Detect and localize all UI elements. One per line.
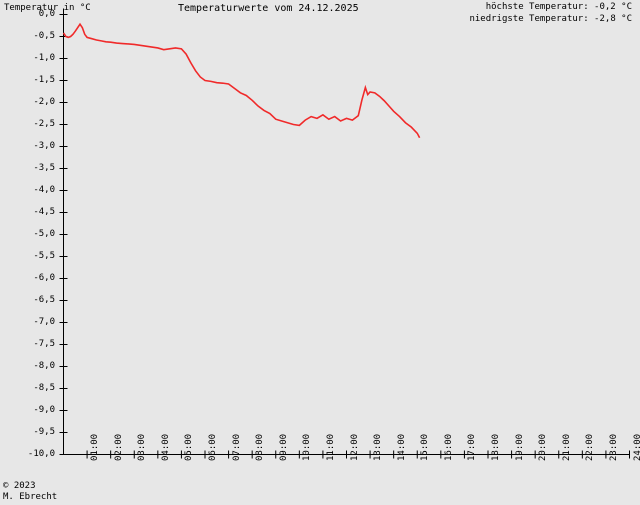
y-tick-label: -9,5 [33,427,55,437]
x-tick-label: 14:00 [396,433,407,461]
y-tick-label: -3,0 [33,141,55,151]
x-tick-label: 17:00 [467,433,478,461]
x-tick-label: 22:00 [585,433,596,461]
y-tick-label: -7,5 [33,339,55,349]
x-tick-label: 20:00 [538,433,549,461]
y-tick-label: -6,0 [33,273,55,283]
x-tick-label: 10:00 [302,433,313,461]
max-temperature-annotation: höchste Temperatur: -0,2 °C [485,2,632,12]
y-tick-label: -0,5 [33,31,55,41]
x-tick-label: 01:00 [90,433,101,461]
y-tick-label: -8,5 [33,383,55,393]
y-tick-label: -4,5 [33,207,55,217]
chart-title: Temperaturwerte vom 24.12.2025 [178,3,359,14]
y-tick-label: -2,5 [33,119,55,129]
x-tick-label: 13:00 [373,433,384,461]
temperature-line [62,22,421,139]
min-temperature-annotation: niedrigste Temperatur: -2,8 °C [469,14,632,24]
y-tick-label: -2,0 [33,97,55,107]
y-tick-label: -5,5 [33,251,55,261]
y-tick-label: -5,0 [33,229,55,239]
x-tick-label: 08:00 [255,433,266,461]
x-tick-label: 11:00 [325,433,336,461]
x-tick-label: 05:00 [184,433,195,461]
x-tick-label: 16:00 [443,433,454,461]
y-tick-label: 0,0 [38,9,55,19]
x-tick-label: 02:00 [113,433,124,461]
axis-ticks [59,14,630,459]
y-tick-label: -4,0 [33,185,55,195]
y-tick-label: -7,0 [33,317,55,327]
y-tick-label: -10,0 [27,449,55,459]
copyright-year: © 2023 [3,481,36,491]
y-tick-label: -6,5 [33,295,55,305]
x-tick-label: 07:00 [231,433,242,461]
y-axis-title: Temperatur in °C [4,3,91,13]
x-tick-label: 06:00 [208,433,218,461]
copyright-author: M. Ebrecht [3,492,58,502]
y-tick-label: -1,0 [33,53,55,63]
x-tick-label: 15:00 [420,433,431,461]
x-tick-label: 19:00 [514,433,525,461]
x-tick-label: 03:00 [137,433,148,461]
x-tick-label: 04:00 [160,433,171,461]
x-tick-label: 21:00 [561,433,572,461]
x-tick-label: 09:00 [278,433,289,461]
x-tick-label: 12:00 [349,433,360,461]
y-tick-label: -3,5 [33,163,55,173]
x-tick-label: 23:00 [608,433,619,461]
axes [63,8,630,455]
x-tick-label: 24:00 [632,433,640,461]
y-tick-label: -1,5 [33,75,55,85]
x-tick-label: 18:00 [491,433,501,461]
y-tick-label: -8,0 [33,361,55,371]
y-tick-label: -9,0 [33,405,55,415]
